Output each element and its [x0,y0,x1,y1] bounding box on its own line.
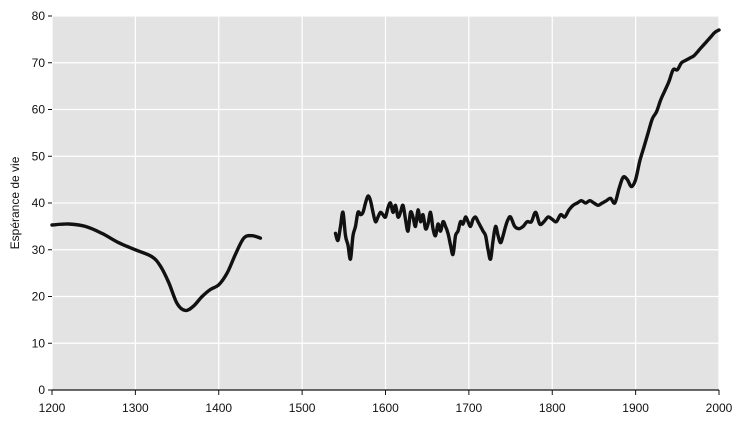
y-tick-label-5: 50 [32,149,46,163]
y-axis-ticks: 0 10 20 30 40 50 60 70 80 [32,9,52,397]
x-tick-label-1: 1300 [122,401,149,415]
x-tick-label-2: 1400 [205,401,232,415]
series-line-0 [50,222,263,313]
y-tick-label-7: 70 [32,56,46,70]
y-tick-label-3: 30 [32,243,46,257]
x-tick-label-6: 1800 [539,401,566,415]
y-tick-label-0: 0 [38,383,45,397]
data-series [50,28,721,313]
y-tick-label-2: 20 [32,290,46,304]
x-tick-label-5: 1700 [456,401,483,415]
x-tick-label-3: 1500 [289,401,316,415]
series-line-1 [333,28,721,262]
x-tick-label-4: 1600 [372,401,399,415]
y-tick-label-4: 40 [32,196,46,210]
x-tick-label-8: 2000 [706,401,733,415]
y-tick-label-1: 10 [32,336,46,350]
y-axis-title: Espérance de vie [8,156,22,249]
x-tick-label-7: 1900 [622,401,649,415]
x-axis-ticks: 1200 1300 1400 1500 1600 1700 1800 1900 2000 [39,390,733,415]
y-tick-label-6: 60 [32,103,46,117]
x-tick-label-0: 1200 [39,401,66,415]
y-tick-label-8: 80 [32,9,46,23]
